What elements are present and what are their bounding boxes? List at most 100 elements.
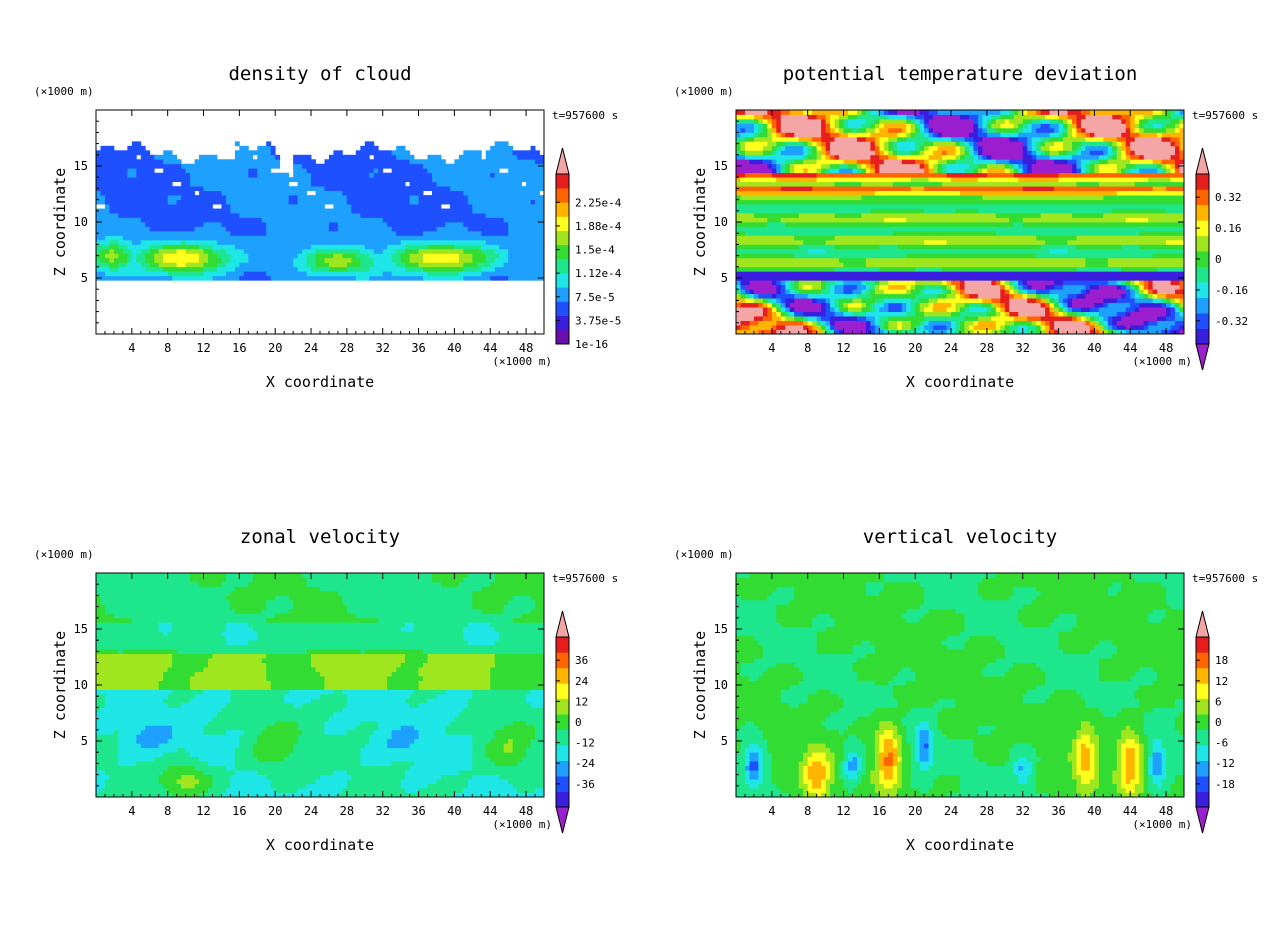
heatmap-cell [736, 325, 741, 330]
heatmap-cell [517, 266, 522, 272]
heatmap-cell [391, 186, 397, 192]
heatmap-cell [427, 235, 433, 241]
heatmap-cell [467, 275, 473, 281]
heatmap-cell [212, 262, 218, 268]
heatmap-cell [821, 177, 826, 183]
heatmap-cell [351, 226, 357, 232]
heatmap-cell [807, 226, 813, 232]
heatmap-cell [481, 230, 487, 236]
heatmap-cell [758, 244, 764, 250]
heatmap-cell [780, 123, 786, 129]
heatmap-cell [382, 172, 388, 178]
heatmap-cell [234, 262, 240, 268]
heatmap-cell [490, 199, 496, 205]
heatmap-cell [503, 244, 509, 250]
heatmap-cell [740, 195, 746, 200]
heatmap-cell [762, 213, 768, 218]
heatmap-cell [825, 302, 831, 308]
heatmap-cell [293, 186, 298, 192]
heatmap-cell [852, 199, 858, 205]
heatmap-cell [378, 154, 384, 160]
heatmap-cell [131, 150, 137, 156]
heatmap-cell [825, 230, 831, 236]
heatmap-cell [530, 248, 536, 254]
heatmap-cell [494, 217, 500, 223]
heatmap-cell [266, 150, 272, 156]
heatmap-cell [203, 253, 209, 259]
heatmap-cell [221, 195, 227, 200]
heatmap-cell [136, 145, 142, 151]
heatmap-cell [807, 181, 813, 187]
heatmap-cell [776, 289, 782, 295]
heatmap-cell [839, 311, 844, 317]
heatmap-cell [861, 230, 867, 236]
x-tick-label: 8 [164, 341, 171, 355]
heatmap-cell [736, 136, 741, 142]
heatmap-cell [744, 150, 750, 156]
heatmap-cell [535, 253, 540, 259]
heatmap-cell [789, 329, 795, 335]
heatmap-cell [185, 235, 191, 241]
heatmap-cell [901, 248, 907, 254]
heatmap-cell [816, 235, 822, 241]
heatmap-cell [839, 186, 844, 192]
heatmap-cell [185, 266, 191, 272]
heatmap-cell [780, 275, 786, 281]
heatmap-cell [816, 127, 822, 133]
heatmap-cell [861, 284, 867, 290]
heatmap-cell [118, 150, 124, 156]
heatmap-cell [825, 172, 831, 178]
heatmap-cell [131, 145, 137, 151]
heatmap-cell [740, 127, 746, 133]
heatmap-cell [910, 230, 916, 236]
heatmap-cell [834, 244, 840, 250]
heatmap-cell [839, 289, 844, 295]
heatmap-cell [275, 195, 281, 200]
heatmap-cell [852, 307, 858, 312]
heatmap-cell [149, 181, 155, 187]
heatmap-cell [789, 257, 795, 263]
heatmap-cell [194, 204, 200, 209]
heatmap-cell [776, 141, 782, 147]
heatmap-cell [346, 177, 352, 183]
heatmap-cell [901, 195, 907, 200]
heatmap-cell [821, 298, 826, 304]
heatmap-cell [176, 186, 182, 192]
heatmap-cell [830, 141, 835, 147]
heatmap-cell [888, 123, 894, 129]
heatmap-cell [163, 266, 169, 272]
heatmap-cell [373, 257, 379, 263]
heatmap-cell [337, 199, 343, 205]
heatmap-cell [418, 217, 424, 223]
heatmap-cell [225, 186, 231, 192]
heatmap-cell [131, 271, 137, 277]
heatmap-cell [127, 186, 133, 192]
heatmap-cell [767, 302, 773, 308]
heatmap-cell [803, 325, 809, 330]
heatmap-cell [181, 222, 186, 227]
heatmap-cell [785, 163, 791, 169]
heatmap-cell [288, 275, 294, 281]
x-tick-label: 4 [128, 341, 135, 355]
heatmap-cell [163, 253, 169, 259]
heatmap-cell [874, 235, 880, 241]
heatmap-cell [337, 177, 343, 183]
heatmap-cell [879, 123, 885, 129]
heatmap-cell [776, 181, 782, 187]
heatmap-cell [234, 141, 240, 147]
heatmap-cell [257, 195, 263, 200]
heatmap-cell [740, 110, 746, 115]
heatmap-cell [856, 150, 862, 156]
heatmap-cell [481, 195, 487, 200]
heatmap-cell [387, 244, 393, 250]
heatmap-cell [807, 186, 813, 192]
heatmap-cell [883, 222, 889, 227]
heatmap-cell [432, 230, 437, 236]
heatmap-cell [789, 271, 795, 277]
heatmap-cell [248, 275, 254, 281]
heatmap-cell [199, 154, 204, 160]
heatmap-cell [351, 208, 357, 214]
heatmap-cell [807, 132, 813, 138]
heatmap-cell [364, 141, 370, 147]
heatmap-cell [449, 177, 455, 183]
